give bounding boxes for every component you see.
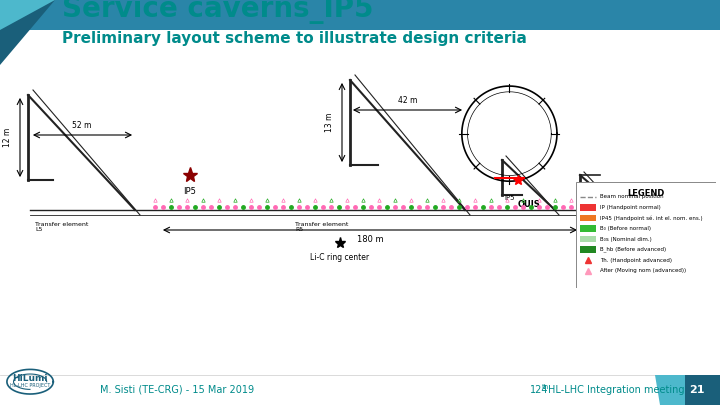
Text: 52 m: 52 m	[72, 121, 91, 130]
Text: L5: L5	[35, 227, 42, 232]
Text: 42 m: 42 m	[398, 96, 417, 105]
Text: 180 m: 180 m	[356, 235, 383, 244]
Text: IP5: IP5	[184, 187, 197, 196]
Text: Li-C ring center: Li-C ring center	[310, 253, 369, 262]
Bar	[0, 0, 720, 30]
Text: 12 m: 12 m	[3, 128, 12, 147]
Bar	[580, 215, 595, 221]
Text: CURUGZ: CURUGZ	[595, 187, 631, 196]
Text: IP (Handpoint normal): IP (Handpoint normal)	[600, 205, 661, 210]
Text: Transfer element: Transfer element	[35, 222, 89, 227]
Bar	[580, 236, 595, 242]
Text: IP45 (Handpoint sé. int el. nom. ens.): IP45 (Handpoint sé. int el. nom. ens.)	[600, 215, 703, 221]
Text: HiLumi: HiLumi	[12, 374, 48, 383]
Polygon shape	[685, 375, 720, 405]
Text: QUIS: QUIS	[518, 200, 541, 209]
Bar	[580, 205, 595, 211]
Text: 21: 21	[689, 385, 705, 395]
Bar	[580, 226, 595, 232]
Text: Beam nominal position: Beam nominal position	[600, 194, 664, 200]
Text: B₀s (Nominal dim.): B₀s (Nominal dim.)	[600, 237, 652, 242]
Text: LEGEND: LEGEND	[628, 189, 665, 198]
Text: IP5: IP5	[504, 195, 515, 201]
Text: Th. (Handpoint advanced): Th. (Handpoint advanced)	[600, 258, 672, 263]
Text: th: th	[542, 384, 549, 390]
Polygon shape	[0, 0, 55, 65]
Text: Service caverns_IP5: Service caverns_IP5	[62, 0, 374, 24]
Text: Preliminary layout scheme to illustrate design criteria: Preliminary layout scheme to illustrate …	[62, 30, 527, 45]
Text: M. Sisti (TE-CRG) - 15 Mar 2019: M. Sisti (TE-CRG) - 15 Mar 2019	[100, 385, 254, 395]
Polygon shape	[0, 0, 55, 30]
Text: R5: R5	[295, 227, 303, 232]
Text: Transfer element: Transfer element	[295, 222, 348, 227]
Text: 124: 124	[530, 385, 549, 395]
Bar	[580, 247, 595, 253]
Text: HL-LHC Integration meeting: HL-LHC Integration meeting	[548, 385, 685, 395]
Polygon shape	[655, 375, 685, 405]
Text: B_hb (Before advanced): B_hb (Before advanced)	[600, 247, 666, 252]
Text: B₀ (Before normal): B₀ (Before normal)	[600, 226, 651, 231]
Text: 13 m: 13 m	[325, 113, 334, 132]
Text: 53 m: 53 m	[593, 235, 612, 244]
Text: After (Moving nom (advanced)): After (Moving nom (advanced))	[600, 268, 686, 273]
Text: HL·LHC PROJECT: HL·LHC PROJECT	[10, 383, 50, 388]
